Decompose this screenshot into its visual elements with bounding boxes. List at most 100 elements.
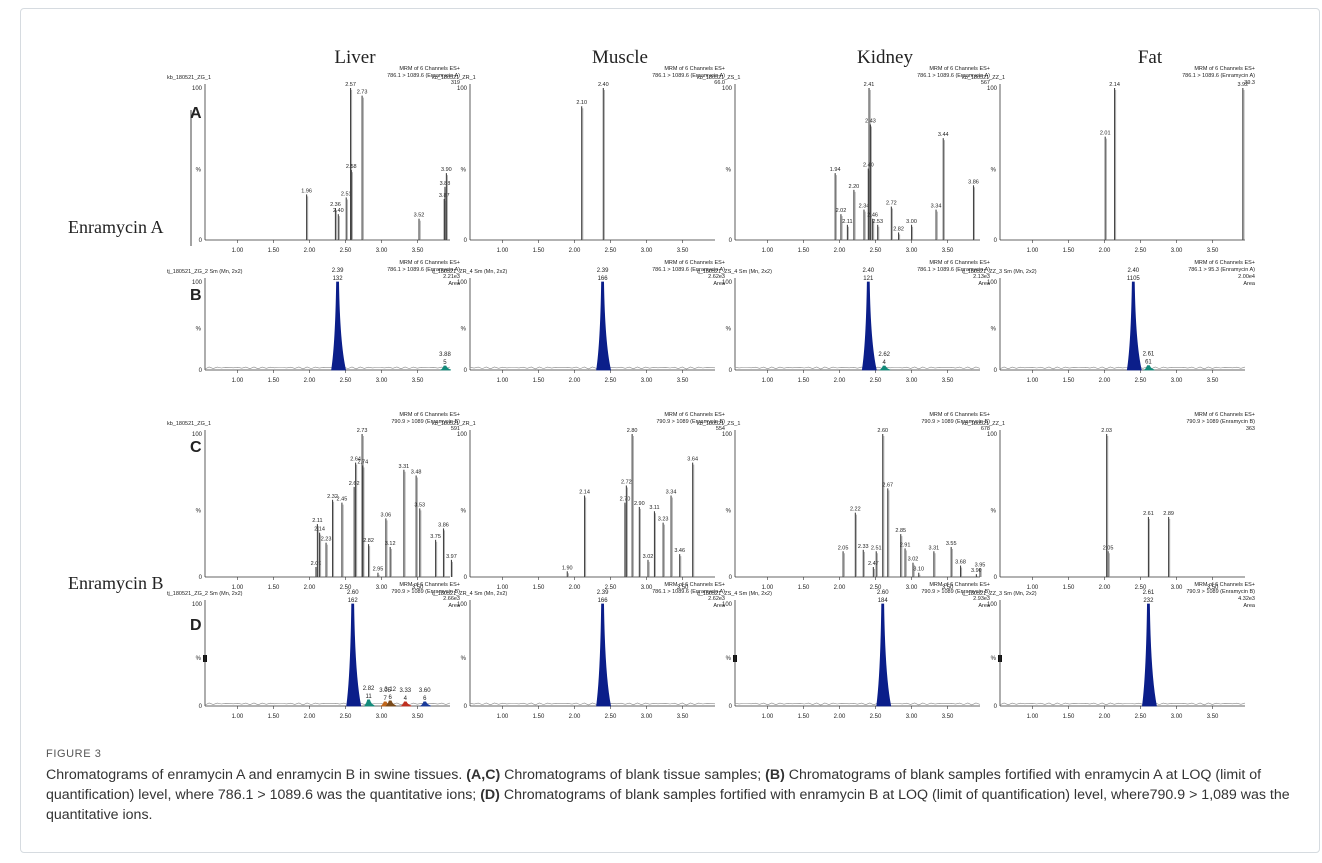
row-letter: C bbox=[190, 439, 202, 456]
integrated-peak bbox=[363, 699, 375, 707]
sample-id: tj_180521_ZZ_3 Sm (Mn, 2x2) bbox=[962, 591, 1037, 597]
y-zero-label: 0 bbox=[199, 238, 203, 244]
area-unit: Area bbox=[713, 281, 726, 287]
intensity-value: 2.93e3 bbox=[973, 596, 990, 602]
peak-rt-label: 2.85 bbox=[895, 528, 906, 534]
integrated-peak bbox=[1126, 281, 1142, 371]
y-zero-label: 0 bbox=[464, 238, 468, 244]
x-tick-label: 1.00 bbox=[232, 714, 244, 720]
x-tick-label: 3.50 bbox=[942, 248, 954, 254]
peak-rt-label: 3.06 bbox=[381, 512, 392, 518]
y-zero-label: 0 bbox=[199, 368, 203, 374]
peak-rt-label: 2.57 bbox=[345, 82, 356, 88]
figure-caption: Chromatograms of enramycin A and enramyc… bbox=[46, 765, 1296, 825]
peak-rt-label: 2.91 bbox=[900, 542, 911, 548]
peak-rt-label: 2.40 bbox=[863, 163, 874, 169]
peak-rt-label: 2.60 bbox=[877, 428, 888, 434]
intensity-value: 554 bbox=[716, 426, 725, 432]
y-axis-label: % bbox=[461, 656, 467, 662]
x-tick-label: 1.50 bbox=[798, 714, 810, 720]
y-axis-label: % bbox=[726, 168, 732, 174]
caption-panel-ref: (D) bbox=[480, 787, 500, 803]
peak-rt-label: 2.72 bbox=[886, 201, 897, 207]
y-axis-label: % bbox=[991, 168, 997, 174]
x-tick-label: 2.50 bbox=[1135, 585, 1147, 591]
peak-area-label: 5 bbox=[443, 360, 447, 366]
transition-label: 786.1 > 1089.6 (Enramycin A) bbox=[652, 73, 725, 79]
peak-rt-label: 2.60 bbox=[347, 590, 359, 596]
peak-rt-label: 3.05 bbox=[379, 688, 391, 694]
peak-rt-label: 3.87 bbox=[439, 193, 450, 199]
peak-rt-label: 3.53 bbox=[414, 502, 425, 508]
y-top-label: 100 bbox=[722, 280, 733, 286]
x-tick-label: 3.00 bbox=[641, 714, 653, 720]
row-letter: B bbox=[190, 287, 202, 304]
peak-rt-label: 2.05 bbox=[838, 545, 849, 551]
intensity-value: 678 bbox=[981, 426, 990, 432]
peak-rt-label: 3.90 bbox=[441, 167, 452, 173]
mrm-header: MRM of 6 Channels ES+ bbox=[1194, 412, 1255, 418]
transition-label: 790.9 > 1089 (Enramycin B) bbox=[1186, 419, 1255, 425]
peak-rt-label: 2.61 bbox=[1143, 511, 1154, 517]
x-tick-label: 3.00 bbox=[641, 378, 653, 384]
y-top-label: 100 bbox=[987, 432, 998, 438]
x-tick-label: 1.00 bbox=[497, 248, 509, 254]
y-axis-label: % bbox=[726, 326, 732, 332]
sample-id: tj_180521_ZR_4 Sm (Mn, 2x2) bbox=[432, 591, 507, 597]
x-tick-label: 2.00 bbox=[1099, 248, 1111, 254]
y-axis-label: % bbox=[196, 326, 202, 332]
x-tick-label: 1.00 bbox=[497, 585, 509, 591]
y-axis-label: % bbox=[196, 168, 202, 174]
mrm-header: MRM of 6 Channels ES+ bbox=[1194, 260, 1255, 266]
x-tick-label: 2.00 bbox=[569, 714, 581, 720]
y-zero-label: 0 bbox=[994, 368, 998, 374]
caption-text: Chromatograms of blank samples fortified… bbox=[46, 787, 1290, 823]
integrated-peak bbox=[878, 365, 891, 371]
x-tick-label: 1.00 bbox=[497, 378, 509, 384]
x-tick-label: 2.50 bbox=[605, 248, 617, 254]
peak-rt-label: 2.67 bbox=[882, 482, 893, 488]
x-tick-label: 2.00 bbox=[834, 378, 846, 384]
integrated-peak bbox=[439, 365, 452, 371]
x-tick-label: 1.00 bbox=[232, 585, 244, 591]
transition-label: 786.1 > 1089.6 (Enramycin A) bbox=[652, 589, 725, 595]
peak-rt-label: 2.11 bbox=[312, 518, 322, 524]
transition-label: 790.9 > 1089 (Enramycin B) bbox=[391, 589, 460, 595]
x-tick-label: 3.50 bbox=[1207, 714, 1219, 720]
peak-rt-label: 2.11 bbox=[842, 219, 852, 225]
y-zero-label: 0 bbox=[729, 575, 733, 581]
x-tick-label: 3.00 bbox=[1171, 714, 1183, 720]
peak-rt-label: 2.40 bbox=[598, 82, 609, 88]
transition-label: 790.9 > 1089 (Enramycin B) bbox=[391, 419, 460, 425]
peak-rt-label: 3.60 bbox=[419, 688, 431, 694]
mrm-header: MRM of 6 Channels ES+ bbox=[929, 66, 990, 72]
sample-id: kb_180521_ZR_1 bbox=[432, 421, 476, 427]
x-tick-label: 3.00 bbox=[906, 585, 918, 591]
x-tick-label: 1.50 bbox=[1063, 585, 1075, 591]
x-tick-label: 2.50 bbox=[605, 714, 617, 720]
x-tick-label: 2.00 bbox=[1099, 585, 1111, 591]
x-tick-label: 2.50 bbox=[1135, 248, 1147, 254]
peak-rt-label: 3.48 bbox=[411, 469, 422, 475]
x-tick-label: 3.50 bbox=[412, 378, 424, 384]
transition-label: 790.9 > 1089 (Enramycin B) bbox=[921, 419, 990, 425]
x-tick-label: 2.50 bbox=[605, 378, 617, 384]
peak-rt-label: 3.64 bbox=[687, 457, 698, 463]
peak-area-label: 162 bbox=[348, 598, 359, 604]
peak-rt-label: 2.45 bbox=[337, 497, 348, 503]
peak-area-label: 4 bbox=[404, 696, 408, 702]
y-axis-label: % bbox=[726, 509, 732, 515]
intensity-value: 2.00e4 bbox=[1238, 274, 1255, 280]
sample-id: kb_180521_ZR_1 bbox=[432, 75, 476, 81]
peak-rt-label: 3.12 bbox=[384, 687, 396, 693]
intensity-value: 66.0 bbox=[714, 80, 725, 86]
peak-rt-label: 2.46 bbox=[867, 213, 878, 219]
transition-label: 786.1 > 1089.6 (Enramycin A) bbox=[387, 267, 460, 273]
peak-rt-label: 2.40 bbox=[862, 268, 874, 274]
integrated-peak bbox=[876, 603, 892, 707]
x-tick-label: 2.50 bbox=[870, 248, 882, 254]
peak-rt-label: 3.02 bbox=[908, 557, 919, 563]
x-tick-label: 3.50 bbox=[412, 248, 424, 254]
y-zero-label: 0 bbox=[994, 238, 998, 244]
x-tick-label: 1.00 bbox=[1027, 585, 1039, 591]
